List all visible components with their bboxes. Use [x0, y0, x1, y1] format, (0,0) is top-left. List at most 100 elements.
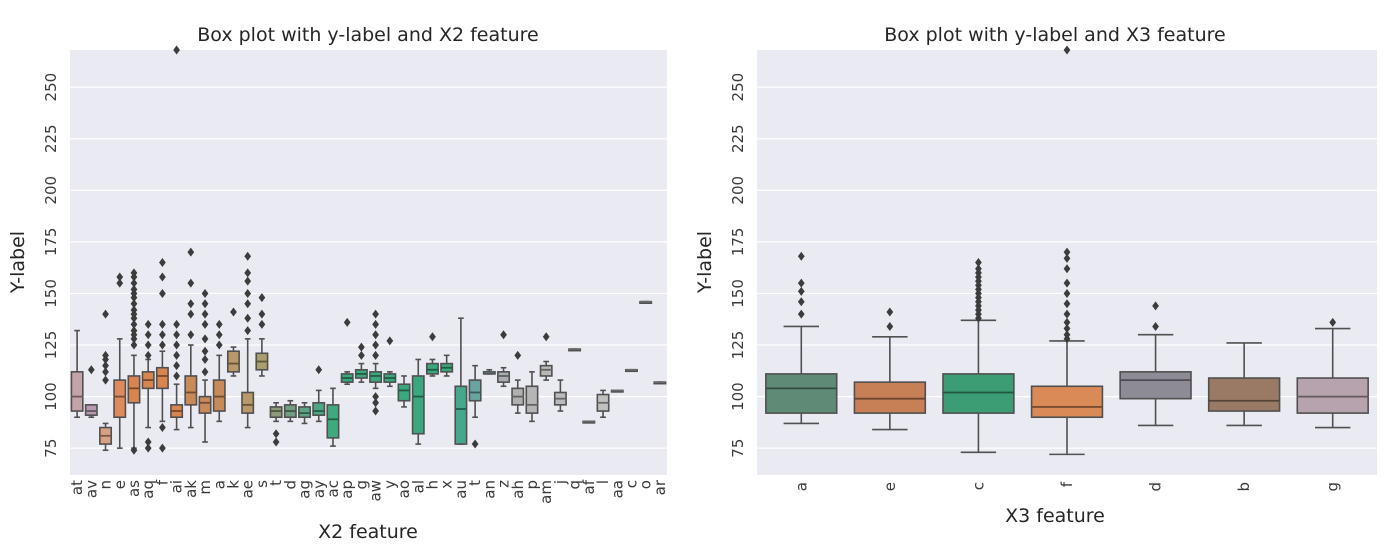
box-body [226, 350, 240, 373]
y-tick-label: 125 [42, 331, 60, 360]
outlier-point [159, 288, 166, 298]
outlier-point [797, 286, 805, 296]
outlier-point [514, 350, 522, 360]
box-body [853, 381, 927, 414]
box-z [497, 330, 511, 388]
box-f [155, 258, 169, 453]
box-k [226, 307, 240, 377]
outlier-point [144, 330, 152, 340]
outlier-point [386, 336, 394, 346]
box-body [454, 385, 468, 445]
x-tick-label: z [495, 480, 513, 488]
outlier-point [144, 319, 152, 329]
outlier-point [372, 309, 379, 319]
outlier-point [102, 361, 109, 371]
x-tick-label: k [224, 480, 242, 489]
outlier-point [258, 293, 266, 303]
outlier-point [159, 330, 166, 340]
x-tick-label: f [153, 479, 171, 485]
box-body [326, 404, 340, 439]
x-tick-label: ap [338, 480, 356, 499]
box-ah [511, 350, 525, 414]
outlier-point [102, 350, 109, 360]
outlier-point [159, 272, 166, 282]
box-body [241, 391, 255, 414]
x-tick-label: n [97, 480, 115, 490]
outlier-point [372, 406, 379, 416]
box-body [127, 375, 141, 404]
box-an [482, 368, 496, 375]
x-tick-label: ar [651, 479, 669, 495]
outlier-point [130, 340, 138, 350]
x-tick-label: l [594, 480, 612, 484]
outlier-point [173, 319, 180, 329]
outlier-point [1063, 309, 1071, 319]
x-tick-label: o [637, 480, 655, 489]
outlier-point [159, 423, 166, 433]
outlier-point [201, 346, 209, 356]
x-tick-label: ak [182, 480, 200, 498]
box-body [765, 373, 838, 414]
box-al [411, 358, 425, 445]
outlier-point [500, 330, 507, 340]
x-axis-label: X2 feature [318, 521, 418, 543]
outlier-point [215, 330, 223, 340]
outlier-point [173, 340, 180, 350]
box-body [113, 379, 127, 419]
y-tick-label: 250 [729, 73, 747, 102]
chart-x3-feature: 75 100 125 150 175 200 225 250 a e c f d b g Box plot… [694, 24, 1377, 527]
box-d [1119, 301, 1192, 427]
outlier-point [244, 268, 252, 278]
outlier-point [173, 371, 180, 381]
outlier-point [1152, 321, 1159, 331]
box-body [525, 385, 539, 414]
box-g [1296, 317, 1369, 429]
outlier-point [244, 251, 252, 261]
x-tick-label: d [1147, 482, 1165, 492]
outlier-point [1063, 317, 1071, 327]
outlier-point [372, 398, 379, 408]
x-tick-label: af [580, 479, 598, 494]
box-af [582, 420, 596, 424]
box-body [1119, 371, 1192, 400]
x-tick-label: b [1235, 482, 1253, 492]
outlier-point [272, 437, 280, 447]
y-tick-label: 200 [729, 176, 747, 205]
chart-title: Box plot with y-label and X2 feature [197, 24, 538, 46]
outlier-point [1063, 278, 1071, 288]
outlier-point [244, 276, 252, 286]
outlier-point [244, 299, 252, 309]
x-tick-label: m [196, 480, 214, 495]
x-tick-label: t [267, 480, 285, 486]
outlier-point [201, 334, 209, 344]
outlier-point [372, 392, 379, 402]
x-tick-label: aa [608, 480, 626, 498]
x-tick-label: j [551, 480, 569, 485]
box-a [765, 251, 838, 425]
y-tick-label: 175 [42, 228, 60, 257]
outlier-point [797, 297, 805, 307]
x-tick-label: ae [239, 480, 257, 498]
outlier-point [102, 309, 109, 319]
x-tick-label: c [969, 482, 987, 490]
box-q [568, 348, 582, 352]
box-e [113, 272, 127, 449]
box-ac [326, 387, 340, 447]
outlier-point [144, 340, 152, 350]
box-ar [653, 381, 667, 385]
outlier-point [542, 332, 550, 342]
box-ag [298, 401, 312, 425]
outlier-point [159, 258, 166, 267]
outlier-point [372, 330, 379, 340]
outlier-point [173, 45, 180, 55]
outlier-point [116, 272, 124, 282]
box-body [312, 401, 326, 416]
box-a [212, 319, 226, 423]
y-tick-label: 75 [729, 439, 747, 458]
box-aq [141, 319, 155, 453]
box-c [624, 368, 638, 373]
outlier-point [187, 309, 195, 319]
outlier-point [130, 278, 138, 288]
outlier-point [144, 437, 152, 447]
